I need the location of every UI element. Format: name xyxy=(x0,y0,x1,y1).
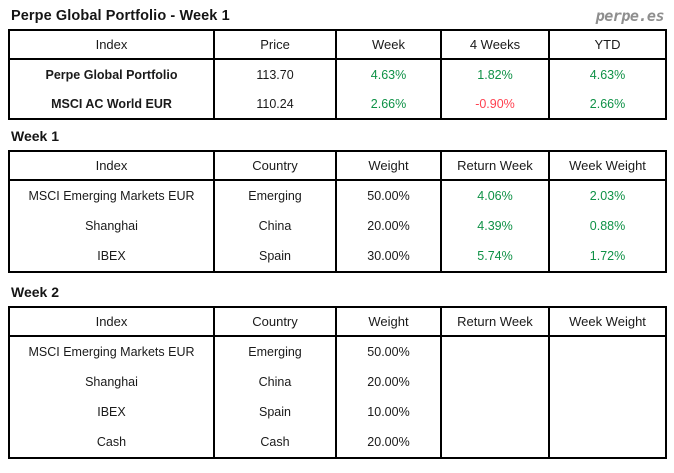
page-title: Perpe Global Portfolio - Week 1 xyxy=(11,8,230,24)
weight-cell: 20.00% xyxy=(335,427,442,458)
col-header-4weeks: 4 Weeks xyxy=(440,30,550,60)
ytd-return-cell: 4.63% xyxy=(548,59,667,89)
country-cell: Spain xyxy=(213,397,337,427)
week-weight-cell: 1.72% xyxy=(548,241,667,272)
table-row: Cash Cash 20.00% xyxy=(8,427,667,458)
week-weight-cell: 0.88% xyxy=(548,211,667,241)
index-name-cell: Cash xyxy=(8,427,215,458)
report-page: Perpe Global Portfolio - Week 1 perpe.es… xyxy=(8,0,667,459)
index-name-cell: MSCI Emerging Markets EUR xyxy=(8,180,215,211)
weight-cell: 10.00% xyxy=(335,397,442,427)
index-name-cell: Perpe Global Portfolio xyxy=(8,59,215,89)
week2-header-row: Index Country Weight Return Week Week We… xyxy=(8,307,667,337)
index-name-cell: IBEX xyxy=(8,397,215,427)
return-week-cell xyxy=(440,427,550,458)
return-week-cell xyxy=(440,336,550,367)
table-row: Shanghai China 20.00% xyxy=(8,367,667,397)
country-cell: Cash xyxy=(213,427,337,458)
country-cell: China xyxy=(213,211,337,241)
col-header-index: Index xyxy=(8,30,215,60)
table-row: MSCI AC World EUR 110.24 2.66% -0.90% 2.… xyxy=(8,89,667,119)
price-cell: 113.70 xyxy=(213,59,337,89)
weight-cell: 50.00% xyxy=(335,336,442,367)
week-weight-cell xyxy=(548,397,667,427)
table-row: Perpe Global Portfolio 113.70 4.63% 1.82… xyxy=(8,59,667,89)
col-header-week-weight: Week Weight xyxy=(548,307,667,337)
return-week-cell: 4.06% xyxy=(440,180,550,211)
col-header-week: Week xyxy=(335,30,442,60)
week1-table: Index Country Weight Return Week Week We… xyxy=(8,150,667,273)
table-row: MSCI Emerging Markets EUR Emerging 50.00… xyxy=(8,180,667,211)
title-bar: Perpe Global Portfolio - Week 1 perpe.es xyxy=(8,0,666,29)
table-row: IBEX Spain 10.00% xyxy=(8,397,667,427)
country-cell: Spain xyxy=(213,241,337,272)
col-header-index: Index xyxy=(8,151,215,181)
table-row: IBEX Spain 30.00% 5.74% 1.72% xyxy=(8,241,667,272)
index-name-cell: MSCI Emerging Markets EUR xyxy=(8,336,215,367)
col-header-index: Index xyxy=(8,307,215,337)
index-name-cell: Shanghai xyxy=(8,367,215,397)
perpe-logo: perpe.es xyxy=(595,7,665,25)
table-row: MSCI Emerging Markets EUR Emerging 50.00… xyxy=(8,336,667,367)
return-week-cell: 4.39% xyxy=(440,211,550,241)
weight-cell: 30.00% xyxy=(335,241,442,272)
weight-cell: 20.00% xyxy=(335,367,442,397)
index-name-cell: Shanghai xyxy=(8,211,215,241)
weight-cell: 50.00% xyxy=(335,180,442,211)
week2-table: Index Country Weight Return Week Week We… xyxy=(8,306,667,459)
col-header-weight: Weight xyxy=(335,307,442,337)
country-cell: Emerging xyxy=(213,336,337,367)
index-name-cell: MSCI AC World EUR xyxy=(8,89,215,119)
table-row: Shanghai China 20.00% 4.39% 0.88% xyxy=(8,211,667,241)
week-weight-cell xyxy=(548,336,667,367)
col-header-price: Price xyxy=(213,30,337,60)
col-header-ytd: YTD xyxy=(548,30,667,60)
col-header-return-week: Return Week xyxy=(440,307,550,337)
col-header-week-weight: Week Weight xyxy=(548,151,667,181)
summary-table: Index Price Week 4 Weeks YTD Perpe Globa… xyxy=(8,29,667,120)
price-cell: 110.24 xyxy=(213,89,337,119)
return-week-cell: 5.74% xyxy=(440,241,550,272)
4weeks-return-cell: -0.90% xyxy=(440,89,550,119)
country-cell: China xyxy=(213,367,337,397)
return-week-cell xyxy=(440,397,550,427)
week-return-cell: 2.66% xyxy=(335,89,442,119)
week2-section-label: Week 2 xyxy=(11,284,59,300)
return-week-cell xyxy=(440,367,550,397)
col-header-weight: Weight xyxy=(335,151,442,181)
week1-header-row: Index Country Weight Return Week Week We… xyxy=(8,151,667,181)
4weeks-return-cell: 1.82% xyxy=(440,59,550,89)
country-cell: Emerging xyxy=(213,180,337,211)
ytd-return-cell: 2.66% xyxy=(548,89,667,119)
week-weight-cell xyxy=(548,367,667,397)
week-weight-cell: 2.03% xyxy=(548,180,667,211)
summary-header-row: Index Price Week 4 Weeks YTD xyxy=(8,30,667,60)
index-name-cell: IBEX xyxy=(8,241,215,272)
week-return-cell: 4.63% xyxy=(335,59,442,89)
weight-cell: 20.00% xyxy=(335,211,442,241)
week-weight-cell xyxy=(548,427,667,458)
col-header-return-week: Return Week xyxy=(440,151,550,181)
week1-section-label: Week 1 xyxy=(11,128,59,144)
col-header-country: Country xyxy=(213,307,337,337)
col-header-country: Country xyxy=(213,151,337,181)
